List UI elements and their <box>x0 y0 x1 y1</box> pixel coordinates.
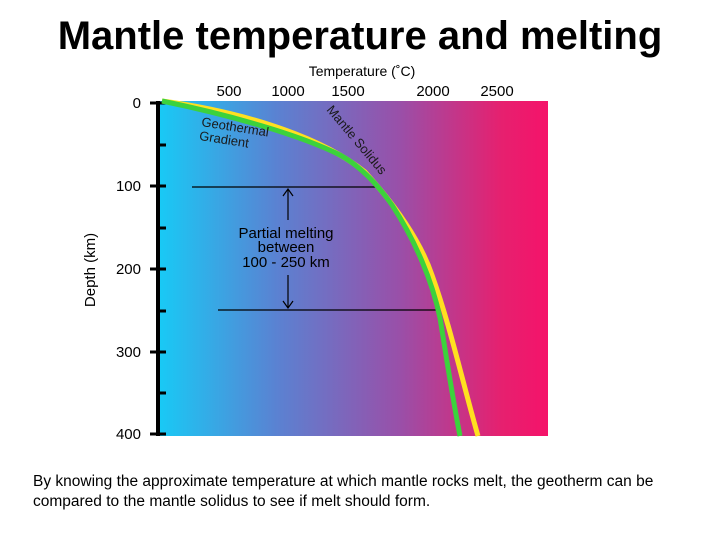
y-tick-labels: 0 100 200 300 400 <box>116 95 141 443</box>
annotation-line: between <box>258 239 315 256</box>
depth-ticks <box>150 101 166 436</box>
x-tick-label: 2500 <box>480 83 513 100</box>
x-tick-label: 1500 <box>331 83 364 100</box>
slide-caption: By knowing the approximate temperature a… <box>33 473 654 510</box>
annotation-line: Partial melting <box>238 225 333 242</box>
y-tick-label: 300 <box>116 344 141 361</box>
x-axis-label: Temperature (˚C) <box>309 63 416 79</box>
y-tick-label: 200 <box>116 261 141 278</box>
x-tick-label: 500 <box>216 83 241 100</box>
x-tick-labels: 500 1000 1500 2000 2500 <box>216 83 513 100</box>
geothermal-gradient-curve <box>161 98 463 437</box>
plot-background <box>160 101 548 436</box>
partial-melting-range <box>192 186 436 311</box>
range-arrowhead-down <box>282 300 294 310</box>
y-tick-label: 100 <box>116 178 141 195</box>
slide-title: Mantle temperature and melting <box>57 14 663 58</box>
y-tick-label: 400 <box>116 426 141 443</box>
x-tick-label: 1000 <box>271 83 304 100</box>
partial-melting-label: Partial melting between 100 - 250 km <box>238 225 333 271</box>
range-arrowhead-up <box>282 187 294 197</box>
annotation-line: 100 - 250 km <box>242 254 330 271</box>
y-axis-label: Depth (km) <box>82 233 99 307</box>
y-tick-label: 0 <box>133 95 141 112</box>
x-tick-label: 2000 <box>416 83 449 100</box>
mantle-melting-diagram: Temperature (˚C) 500 1000 1500 2000 2500… <box>82 63 548 443</box>
